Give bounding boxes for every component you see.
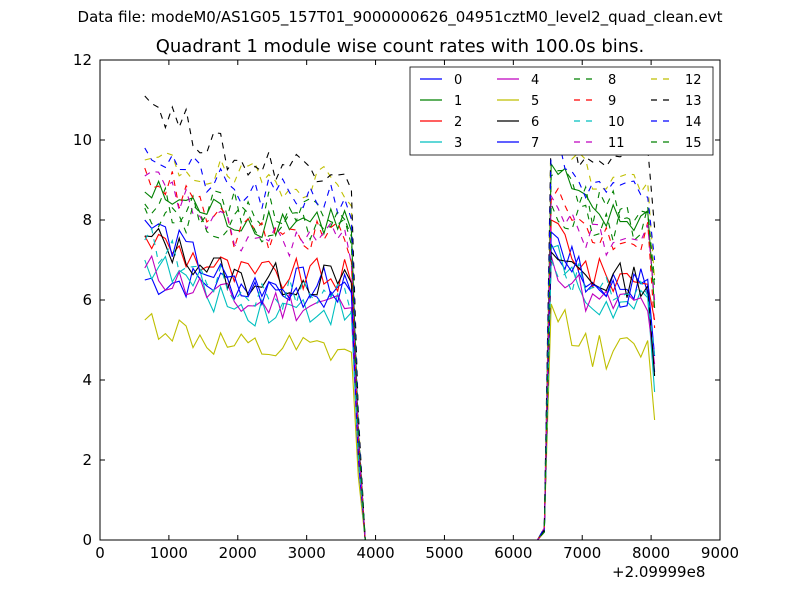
- legend-label-8: 8: [608, 73, 616, 88]
- legend-label-7: 7: [531, 136, 539, 151]
- chart-title: Quadrant 1 module wise count rates with …: [155, 36, 645, 57]
- x-offset-label: +2.09999e8: [612, 563, 706, 581]
- legend-label-4: 4: [531, 73, 539, 88]
- x-tick-label: 8000: [632, 544, 670, 562]
- x-tick-label: 1000: [150, 544, 188, 562]
- x-tick-label: 5000: [425, 544, 463, 562]
- legend-label-0: 0: [454, 73, 462, 88]
- legend-label-11: 11: [608, 136, 625, 151]
- y-tick-label: 0: [82, 531, 92, 549]
- legend-label-15: 15: [685, 136, 702, 151]
- x-tick-label: 4000: [356, 544, 394, 562]
- y-tick-label: 2: [82, 451, 92, 469]
- series-line-10: [144, 227, 656, 541]
- x-tick-label: 2000: [219, 544, 257, 562]
- y-tick-label: 4: [82, 371, 92, 389]
- legend-label-9: 9: [608, 94, 616, 109]
- legend-label-6: 6: [531, 115, 539, 130]
- x-tick-label: 9000: [701, 544, 739, 562]
- legend-label-2: 2: [454, 115, 462, 130]
- legend-label-10: 10: [608, 115, 625, 130]
- legend-label-1: 1: [454, 94, 462, 109]
- y-tick-label: 12: [73, 51, 92, 69]
- y-tick-label: 8: [82, 211, 92, 229]
- y-tick-label: 6: [82, 291, 92, 309]
- y-tick-label: 10: [73, 131, 92, 149]
- legend-label-14: 14: [685, 115, 702, 130]
- series-line-11: [144, 170, 656, 541]
- x-tick-label: 7000: [563, 544, 601, 562]
- legend-label-13: 13: [685, 94, 702, 109]
- x-tick-label: 0: [95, 544, 105, 562]
- legend-label-12: 12: [685, 73, 702, 88]
- legend-label-5: 5: [531, 94, 539, 109]
- figure-suptitle: Data file: modeM0/AS1G05_157T01_90000006…: [77, 8, 723, 26]
- legend-label-3: 3: [454, 136, 462, 151]
- x-tick-label: 6000: [494, 544, 532, 562]
- x-tick-label: 3000: [288, 544, 326, 562]
- legend-box: [409, 66, 714, 156]
- ticks-layer: 0 1000 2000 3000 4000 5000 6000 7000 8000 9000 0 2 4…: [73, 51, 739, 562]
